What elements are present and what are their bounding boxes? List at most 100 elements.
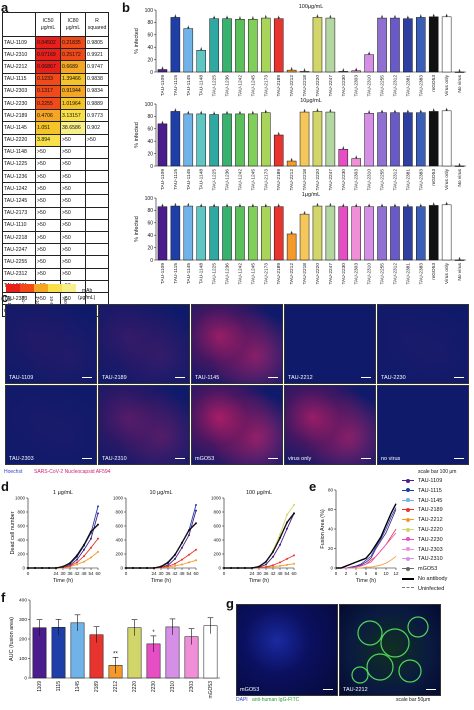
legend-item: TAU-2310 <box>402 556 443 562</box>
x-tick-label: 60 <box>95 571 101 576</box>
category-label: TAU-2303 <box>354 75 360 97</box>
y-axis-label: Fusion Area (%) <box>320 509 326 549</box>
data-point <box>286 521 288 524</box>
legend-swatch <box>402 566 414 571</box>
x-tick-label: 36 <box>263 571 269 576</box>
data-point <box>368 111 371 114</box>
tile-label: TAU-1145 <box>195 375 220 381</box>
data-point <box>355 204 358 207</box>
category-label: TAU-1109 <box>160 263 166 284</box>
table-cell: >50 <box>35 206 61 220</box>
data-point <box>279 564 281 567</box>
data-point <box>264 204 267 207</box>
data-point <box>139 567 141 569</box>
legend-label: mGO53 <box>418 566 438 573</box>
table-cell: 0.4706 <box>35 109 61 123</box>
category-label: TAU-2383 <box>418 75 424 97</box>
tile-label: TAU-2230 <box>381 375 406 381</box>
legend-swatch <box>402 537 414 542</box>
y-tick-label: 400 <box>115 538 123 543</box>
legend-swatch <box>402 488 414 493</box>
y-tick-label: 40 <box>328 527 334 532</box>
bar <box>209 114 219 167</box>
category-label: TAU-2218 <box>302 75 308 97</box>
category-label: TAU-1148 <box>199 169 205 190</box>
x-tick-label: 6 <box>365 571 368 576</box>
panel-c-images: TAU-1109 TAU-2189 TAU-1145 TAU-2212 TAU-2230… <box>3 300 473 472</box>
data-point <box>272 555 274 558</box>
series-line <box>224 513 295 569</box>
series-line <box>126 522 197 569</box>
data-point <box>181 541 183 544</box>
tile-label: TAU-2310 <box>102 456 127 462</box>
legend-swatch <box>402 517 414 522</box>
data-point <box>432 14 435 17</box>
y-tick-label: 1000 <box>113 496 124 501</box>
y-tick-label: 0 <box>22 566 25 571</box>
table-row: TAU-2303 0.1317 0.91944 0.9834 <box>2 84 109 98</box>
legend-marker <box>406 478 410 483</box>
table-cell <box>85 218 109 233</box>
y-tick-label: 80 <box>147 208 153 214</box>
legend-item: TAU-1109 <box>402 478 442 484</box>
data-point <box>226 16 228 19</box>
category-label: TAU-2230 <box>341 75 347 97</box>
legend-marker <box>406 537 410 542</box>
category-label: TAU-2312 <box>392 75 398 97</box>
data-point <box>55 567 57 569</box>
category-label: TAU-1115 <box>173 75 179 96</box>
y-axis-label: % infected <box>134 28 140 54</box>
data-point <box>223 567 225 569</box>
x-tick-label: 10 <box>383 571 389 576</box>
data-point <box>83 543 85 546</box>
bar <box>377 17 387 73</box>
scale-swatch <box>62 284 76 292</box>
x-tick-label: 0 <box>125 571 128 576</box>
image-tile: TAU-1109 <box>5 304 97 384</box>
data-point <box>161 67 164 70</box>
category-label: TAU-1225 <box>212 169 218 191</box>
scale-tick: <0.1 <box>7 296 12 305</box>
y-tick-label: 20 <box>147 151 153 157</box>
bar <box>338 206 349 261</box>
data-point <box>237 567 239 569</box>
y-tick-label: 20 <box>147 57 153 63</box>
legend-item: TAU-2212 <box>402 517 443 523</box>
table-cell: >50 <box>35 157 61 172</box>
category-label: No virus <box>457 262 463 280</box>
scale-swatch <box>48 284 62 292</box>
data-point <box>200 112 203 114</box>
table-cell: >50 <box>60 206 86 220</box>
legend-swatch <box>402 527 414 532</box>
category-label: TAU-1245 <box>250 263 256 285</box>
bar <box>170 205 181 261</box>
bar <box>261 112 271 167</box>
scale-bar <box>175 376 185 378</box>
category-label: 2303 <box>189 681 195 692</box>
category-label: TAU-2310 <box>367 75 373 97</box>
data-point <box>97 523 99 526</box>
table-cell: 0.21835 <box>60 35 86 50</box>
legend-marker <box>406 488 410 493</box>
legend-swatch <box>402 577 414 580</box>
data-point <box>445 108 448 111</box>
table-cell: 3.894 <box>35 133 61 147</box>
row-label: TAU-1242 <box>2 182 36 196</box>
panel-label-f: f <box>1 590 6 605</box>
bar <box>364 113 374 167</box>
tile-label: TAU-2303 <box>9 456 34 462</box>
category-label: TAU-2383 <box>418 169 424 191</box>
legend-marker <box>406 527 410 532</box>
legend-swatch <box>402 587 414 589</box>
panel-label-g: g <box>226 596 234 611</box>
table-header <box>2 12 36 37</box>
data-point <box>419 110 422 113</box>
table-cell: >50 <box>35 182 61 196</box>
line-chart-2: 100 μg/mL 0 200 400 600 800 1000 0 24 30 36 42 48 54 6… <box>211 490 297 584</box>
y-axis-label: % infected <box>134 122 140 148</box>
y-tick-label: 800 <box>213 510 221 515</box>
bar <box>157 69 168 73</box>
data-point <box>355 68 358 71</box>
data-point <box>174 562 176 565</box>
